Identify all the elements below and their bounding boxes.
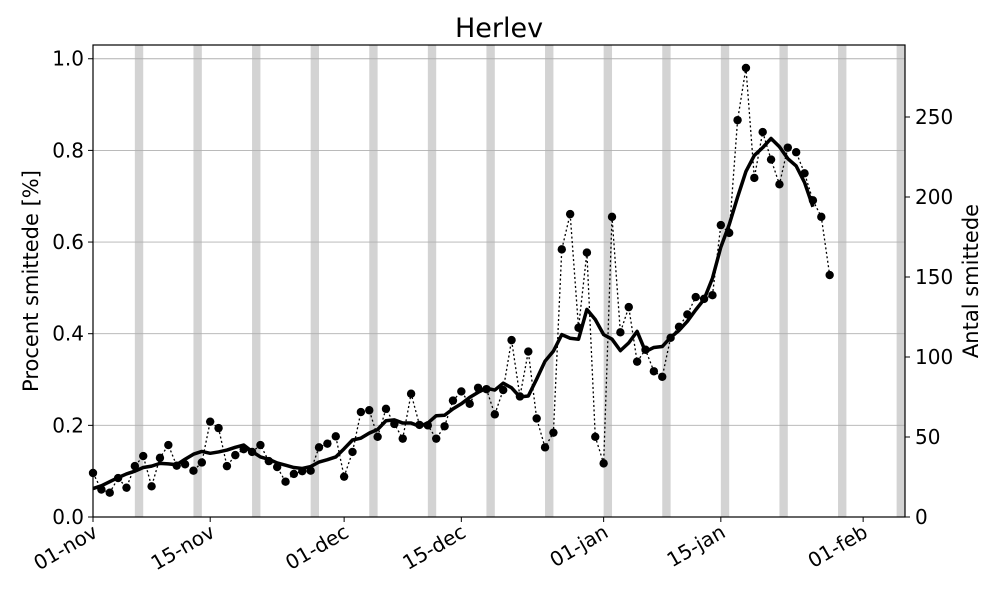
series-0-point-4	[122, 483, 131, 492]
weekend-band-13	[896, 45, 905, 517]
y2-tick-label-5: 250	[915, 105, 953, 129]
series-0-point-79	[750, 173, 759, 183]
series-0-point-80	[758, 127, 767, 137]
series-0-point-78	[741, 63, 751, 73]
series-0-point-87	[817, 212, 826, 222]
y-tick-label-4: 0.8	[52, 138, 84, 162]
weekend-band-5	[427, 45, 437, 517]
y-axis-label: Procent smittede [%]	[19, 170, 43, 392]
series-0-point-60	[591, 432, 600, 442]
chart-title: Herlev	[455, 13, 543, 44]
series-0-point-65	[632, 357, 642, 366]
weekend-band-3	[310, 45, 320, 517]
series-0-point-28	[323, 439, 332, 448]
series-0-point-43	[448, 396, 458, 405]
series-0-point-30	[339, 472, 349, 481]
series-0-point-5	[130, 461, 140, 471]
series-0-point-67	[649, 367, 659, 376]
series-0-point-9	[164, 440, 173, 450]
weekend-shading	[134, 45, 905, 517]
series-0-point-88	[825, 270, 834, 280]
y2-tick-label-1: 50	[915, 425, 940, 449]
series-0-point-15	[214, 423, 223, 433]
series-0-point-32	[356, 407, 366, 417]
series-0-point-35	[381, 404, 391, 414]
y2-tick-label-4: 200	[915, 185, 953, 209]
weekend-band-6	[486, 45, 495, 517]
series-0-point-48	[490, 410, 500, 419]
series-0-point-81	[766, 155, 776, 164]
series-0-point-34	[373, 432, 382, 442]
y-tick-label-1: 0.2	[52, 413, 84, 437]
series-0-point-33	[365, 406, 374, 415]
series-0-point-62	[607, 212, 617, 222]
series-0-point-31	[348, 447, 357, 457]
weekend-band-9	[662, 45, 671, 517]
series-0-point-53	[532, 414, 541, 423]
series-0-point-6	[139, 451, 148, 461]
y-tick-label-0: 0.0	[52, 505, 84, 529]
series-0-point-63	[616, 328, 625, 337]
series-0-point-8	[155, 453, 165, 463]
series-0-point-72	[691, 292, 700, 302]
series-0-point-16	[222, 461, 232, 471]
series-0-point-83	[783, 143, 793, 152]
weekend-band-12	[838, 45, 847, 517]
series-0-point-42	[440, 422, 449, 431]
y-tick-label-2: 0.4	[52, 322, 84, 346]
series-0-point-38	[406, 389, 416, 398]
y2-tick-label-3: 150	[915, 265, 953, 289]
weekend-band-7	[545, 45, 554, 517]
series-0-point-61	[599, 459, 608, 468]
weekend-band-1	[193, 45, 202, 517]
series-0-point-44	[457, 387, 466, 396]
y2-tick-label-0: 0	[915, 505, 928, 529]
series	[88, 63, 834, 497]
series-0-point-17	[231, 450, 240, 460]
series-0-point-24	[289, 469, 299, 479]
y2-axis-label: Antal smittede	[959, 204, 983, 358]
series-0-point-14	[205, 417, 215, 426]
y-tick-label-5: 1.0	[52, 47, 84, 71]
series-0-point-74	[708, 291, 717, 300]
series-0-point-68	[658, 372, 667, 381]
weekend-band-4	[369, 45, 378, 517]
series-0-point-77	[733, 115, 742, 125]
series-0-point-45	[465, 399, 474, 409]
series-0-point-7	[147, 482, 156, 491]
series-0-point-29	[331, 432, 340, 441]
weekend-band-10	[720, 45, 730, 517]
series-0-point-37	[398, 434, 407, 443]
weekend-band-8	[603, 45, 613, 517]
y-tick-label-3: 0.6	[52, 230, 84, 254]
series-0-point-41	[432, 434, 441, 443]
series-0-point-64	[624, 302, 633, 312]
series-0-point-49	[498, 385, 508, 395]
series-0-point-75	[716, 220, 726, 230]
series-0-point-57	[565, 209, 575, 219]
plot-frame	[92, 44, 906, 518]
series-0-point-2	[105, 488, 114, 497]
series-0-point-82	[775, 180, 784, 189]
series-0-point-52	[524, 347, 533, 356]
series-0-point-27	[314, 443, 324, 452]
weekend-band-0	[134, 45, 144, 517]
weekend-band-2	[252, 45, 261, 517]
series-0-point-54	[540, 443, 550, 452]
series-0-point-55	[549, 428, 558, 437]
series-0-point-84	[791, 148, 801, 157]
series-0-point-20	[256, 440, 265, 450]
series-0-point-23	[281, 477, 290, 486]
series-0-point-12	[189, 466, 198, 475]
weekend-band-11	[779, 45, 788, 517]
y2-tick-label-2: 100	[915, 345, 953, 369]
series-0-point-59	[582, 248, 592, 257]
series-0-point-56	[557, 245, 566, 254]
series-0-point-50	[507, 335, 516, 345]
series-0-point-13	[197, 458, 207, 467]
series-1-line	[92, 136, 815, 491]
